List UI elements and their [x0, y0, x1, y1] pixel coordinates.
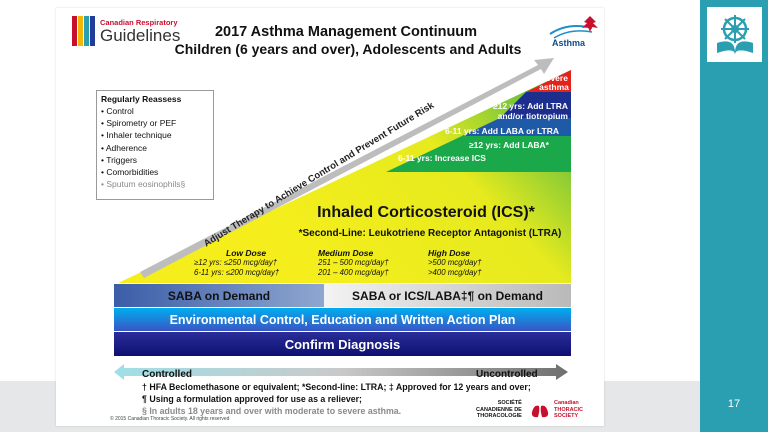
reassess-heading: Regularly Reassess [101, 94, 182, 104]
low-dose-line1: ≥12 yrs: ≤250 mcg/day† [194, 258, 278, 267]
increase-ics-label: 6-11 yrs: Increase ICS [398, 153, 486, 163]
cts-fr1: SOCIÉTÉ [497, 400, 522, 406]
severe-line1: Severe [540, 73, 568, 83]
presentation-logo [707, 7, 762, 62]
cts-fr2: CANADIENNE DE [476, 406, 522, 413]
medium-dose-line1: 251 – 500 mcg/day† [318, 258, 389, 267]
reassess-item: Comorbidities [101, 166, 209, 178]
footnote-1: † HFA Beclomethasone or equivalent; *Sec… [142, 382, 531, 392]
cts-en2: THORACIC [554, 406, 584, 413]
environment-bar: Environmental Control, Education and Wri… [169, 312, 516, 327]
page-subtitle: Children (6 years and over), Adolescents… [174, 41, 522, 57]
cts-fr3: THORACOLOGIE [476, 413, 522, 419]
leaf-swoosh-icon [549, 16, 598, 39]
step-laba-ltra-band [462, 118, 571, 136]
saba-ics-bar-bg [324, 284, 571, 307]
reassess-item: Control [101, 105, 209, 117]
severe-asthma-label: Severe asthma [536, 74, 572, 92]
slide-number: 17 [727, 398, 741, 410]
uncontrolled-label: Uncontrolled [476, 369, 538, 380]
cts-english-name: Canadian THORACIC SOCIETY [554, 400, 583, 420]
reassess-item: Spirometry or PEF [101, 117, 209, 129]
step-tiotropium-band [500, 92, 571, 118]
footnote-2: ¶ Using a formulation approved for use a… [142, 394, 362, 404]
adjust-therapy-arrow [140, 58, 554, 278]
ltra-line1: ≥12 yrs: Add LTRA [492, 101, 568, 111]
right-band [700, 0, 768, 432]
control-arrow [114, 364, 568, 380]
book-wheel-icon [716, 14, 753, 55]
low-dose-line2: 6-11 yrs: ≤200 mcg/day† [194, 268, 280, 277]
controlled-label: Controlled [142, 369, 192, 380]
saba-bar: SABA on Demand [167, 288, 271, 303]
continuum-card: Canadian Respiratory Guidelines 2017 Ast… [56, 8, 604, 426]
copyright: © 2015 Canadian Thoracic Society. All ri… [110, 416, 230, 422]
footnote-3: § In adults 18 years and over with moder… [142, 406, 402, 416]
diagnosis-bar-bg [114, 332, 571, 356]
saba-bar-bg [114, 284, 324, 307]
guidelines-logo: Canadian Respiratory Guidelines [72, 14, 222, 54]
logo-line2: Guidelines [100, 26, 181, 45]
high-dose-heading: High Dose [428, 248, 471, 258]
low-dose-heading: Low Dose [226, 248, 267, 258]
lungs-icon [531, 400, 549, 418]
asthma-logo-text: Asthma [552, 38, 586, 48]
guidelines-mark-icon [72, 16, 95, 46]
cts-en1: Canadian [554, 400, 579, 406]
tiotropium-label: ≥12 yrs: Add LTRA and/or tiotropium [488, 101, 568, 121]
medium-dose-heading: Medium Dose [318, 248, 374, 258]
step-add-laba-band [386, 136, 571, 172]
saba-ics-bar: SABA or ICS/LABA‡¶ on Demand [352, 288, 543, 303]
continuum-graphic [114, 58, 571, 380]
laba-ltra-label: 6-11 yrs: Add LABA or LTRA [445, 126, 559, 136]
medium-dose-line2: 201 – 400 mcg/day† [318, 268, 389, 277]
ics-title: Inhaled Corticosteroid (ICS)* [317, 204, 535, 221]
reassess-box: Regularly Reassess Control Spirometry or… [96, 90, 214, 200]
severe-asthma-band [526, 70, 571, 92]
high-dose-line2: >400 mcg/day† [428, 268, 482, 277]
severe-line2: asthma [539, 82, 569, 92]
logo-line1: Canadian Respiratory [100, 18, 178, 27]
diagnosis-bar: Confirm Diagnosis [284, 336, 401, 352]
environment-bar-bg [114, 308, 571, 331]
asthma-logo: Asthma [548, 14, 602, 54]
cts-en3: SOCIETY [554, 413, 579, 419]
page-title: 2017 Asthma Management Continuum [214, 24, 478, 40]
ltra-line2: and/or tiotropium [497, 110, 568, 121]
reassess-item: Inhaler technique [101, 129, 209, 141]
reassess-item: Triggers [101, 154, 209, 166]
add-laba-label: ≥12 yrs: Add LABA* [469, 140, 549, 150]
ics-subtitle: *Second-Line: Leukotriene Receptor Antag… [298, 228, 562, 239]
reassess-item: Sputum eosinophils§ [101, 178, 209, 190]
cts-logo: SOCIÉTÉ CANADIENNE DE THORACOLOGIE Canad… [474, 398, 604, 428]
cts-french-name: SOCIÉTÉ CANADIENNE DE THORACOLOGIE [476, 400, 522, 420]
reassess-item: Adherence [101, 142, 209, 154]
high-dose-line1: >500 mcg/day† [428, 258, 482, 267]
